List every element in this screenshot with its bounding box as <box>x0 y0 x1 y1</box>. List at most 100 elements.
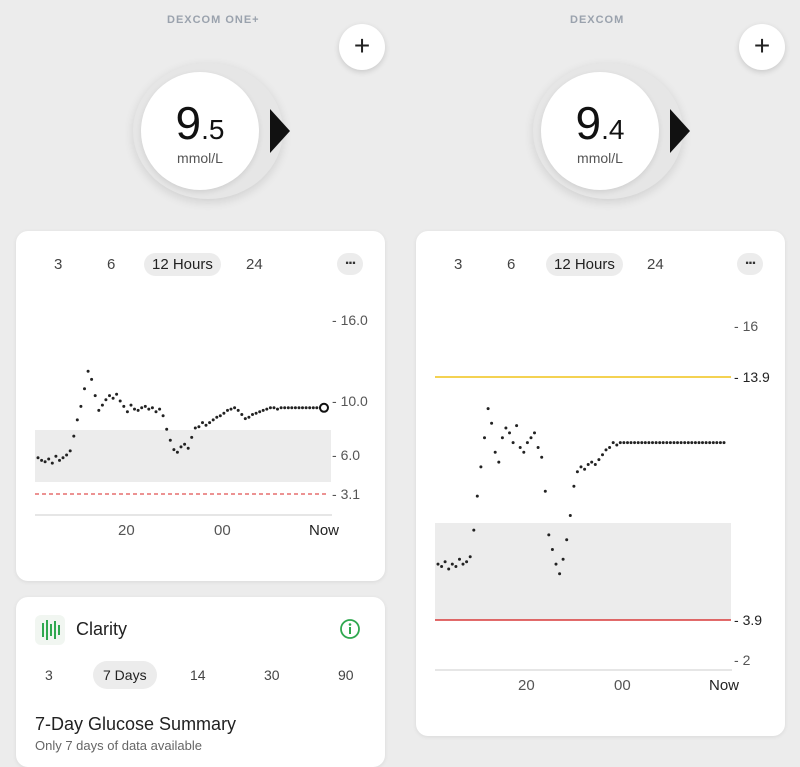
glucose-point <box>197 425 201 429</box>
x-label-now: Now <box>309 522 339 539</box>
range-6h-right[interactable]: 6 <box>507 256 516 273</box>
glucose-point <box>536 446 540 449</box>
glucose-point <box>447 567 451 571</box>
glucose-point <box>222 411 226 415</box>
glucose-point <box>533 431 536 435</box>
glucose-point <box>204 423 208 427</box>
y-label-16: - 16.0 <box>332 312 368 328</box>
glucose-point <box>697 441 701 445</box>
range-3h[interactable]: 3 <box>54 256 63 273</box>
add-button-right[interactable]: + <box>739 24 785 70</box>
glucose-point <box>611 441 615 445</box>
glucose-point <box>443 560 447 564</box>
glucose-point <box>454 565 458 568</box>
y-label-13-9: - 13.9 <box>734 369 770 385</box>
glucose-point <box>308 406 312 410</box>
glucose-point <box>143 404 147 408</box>
glucose-point <box>236 408 240 412</box>
glucose-point <box>554 562 558 566</box>
clarity-range-14[interactable]: 14 <box>190 667 206 683</box>
glucose-point <box>165 427 169 431</box>
plus-icon: + <box>353 30 371 61</box>
glucose-point <box>90 377 94 381</box>
clarity-range-90[interactable]: 90 <box>338 667 354 683</box>
range-24h-right[interactable]: 24 <box>647 256 664 273</box>
glucose-point <box>297 406 301 410</box>
glucose-point <box>97 408 101 412</box>
glucose-point <box>475 494 479 498</box>
glucose-point <box>693 441 697 445</box>
glucose-point <box>636 441 640 445</box>
glucose-point <box>561 557 565 561</box>
glucose-point <box>183 442 187 446</box>
glucose-point <box>233 406 237 410</box>
glucose-point <box>479 465 483 469</box>
glucose-point <box>701 441 704 445</box>
add-button[interactable]: + <box>339 24 385 70</box>
range-12h-right[interactable]: 12 Hours <box>546 253 623 276</box>
glucose-point <box>211 418 215 422</box>
glucose-point <box>161 414 165 418</box>
glucose-point <box>604 448 608 452</box>
clarity-range-7[interactable]: 7 Days <box>93 661 157 689</box>
glucose-point <box>654 441 658 445</box>
glucose-point <box>108 394 111 398</box>
glucose-point <box>601 453 604 457</box>
range-24h[interactable]: 24 <box>246 256 263 273</box>
glucose-point <box>268 406 272 410</box>
glucose-point <box>490 421 494 425</box>
glucose-points <box>36 369 322 465</box>
clarity-range-3[interactable]: 3 <box>45 667 53 683</box>
glucose-point <box>290 406 294 410</box>
range-12h[interactable]: 12 Hours <box>144 253 221 276</box>
glucose-point <box>608 446 612 449</box>
glucose-point <box>450 562 454 566</box>
dexcom-logo: DEXCOM <box>570 14 625 26</box>
glucose-point <box>722 441 726 445</box>
range-3h-right[interactable]: 3 <box>454 256 463 273</box>
more-options-button-right[interactable]: ... <box>737 252 763 275</box>
glucose-value-right: 9.4 <box>575 97 625 149</box>
glucose-point <box>40 458 44 462</box>
glucose-point <box>251 413 254 416</box>
glucose-point <box>486 407 490 411</box>
y-label-16-right: - 16 <box>734 318 758 334</box>
glucose-point <box>683 441 687 445</box>
summary-title: 7-Day Glucose Summary <box>35 714 237 734</box>
y-label-10: - 10.0 <box>332 393 368 409</box>
glucose-point <box>436 562 440 566</box>
glucose-reading[interactable]: 9.5 mmol/L <box>141 72 259 190</box>
glucose-point <box>651 441 654 445</box>
clarity-range-30[interactable]: 30 <box>264 667 280 683</box>
info-icon[interactable] <box>339 618 361 640</box>
glucose-point <box>458 557 461 561</box>
glucose-point <box>276 407 279 411</box>
glucose-point <box>68 449 72 453</box>
glucose-point <box>511 441 515 445</box>
glucose-chart-right: - 16 - 13.9 - 3.9 - 2 20 00 Now <box>435 318 770 694</box>
glucose-point <box>679 441 683 445</box>
glucose-point <box>115 392 119 396</box>
glucose-point <box>597 458 601 462</box>
glucose-value: 9.5 <box>175 97 225 149</box>
clarity-title: Clarity <box>76 619 128 639</box>
glucose-point <box>247 415 251 419</box>
y-label-2: - 2 <box>734 652 751 668</box>
glucose-point <box>493 450 497 454</box>
glucose-point <box>540 455 544 459</box>
graph-card: 3 6 12 Hours 24 ... - 16.0 - 10.0 - 6.0 … <box>16 231 385 581</box>
glucose-point <box>504 426 508 430</box>
clarity-logo-icon <box>35 615 65 645</box>
glucose-point <box>111 396 115 400</box>
range-6h[interactable]: 6 <box>107 256 116 273</box>
glucose-point <box>500 436 504 440</box>
glucose-point <box>125 410 129 414</box>
plus-icon: + <box>753 30 771 61</box>
glucose-point <box>543 489 547 493</box>
glucose-point <box>572 484 576 488</box>
more-options-button[interactable]: ... <box>337 252 363 275</box>
glucose-point <box>676 441 679 445</box>
glucose-reading-right[interactable]: 9.4 mmol/L <box>541 72 659 190</box>
glucose-point <box>715 441 719 445</box>
clarity-card[interactable]: Clarity 3 7 Days 14 30 90 7-Day Glucose … <box>16 597 385 767</box>
